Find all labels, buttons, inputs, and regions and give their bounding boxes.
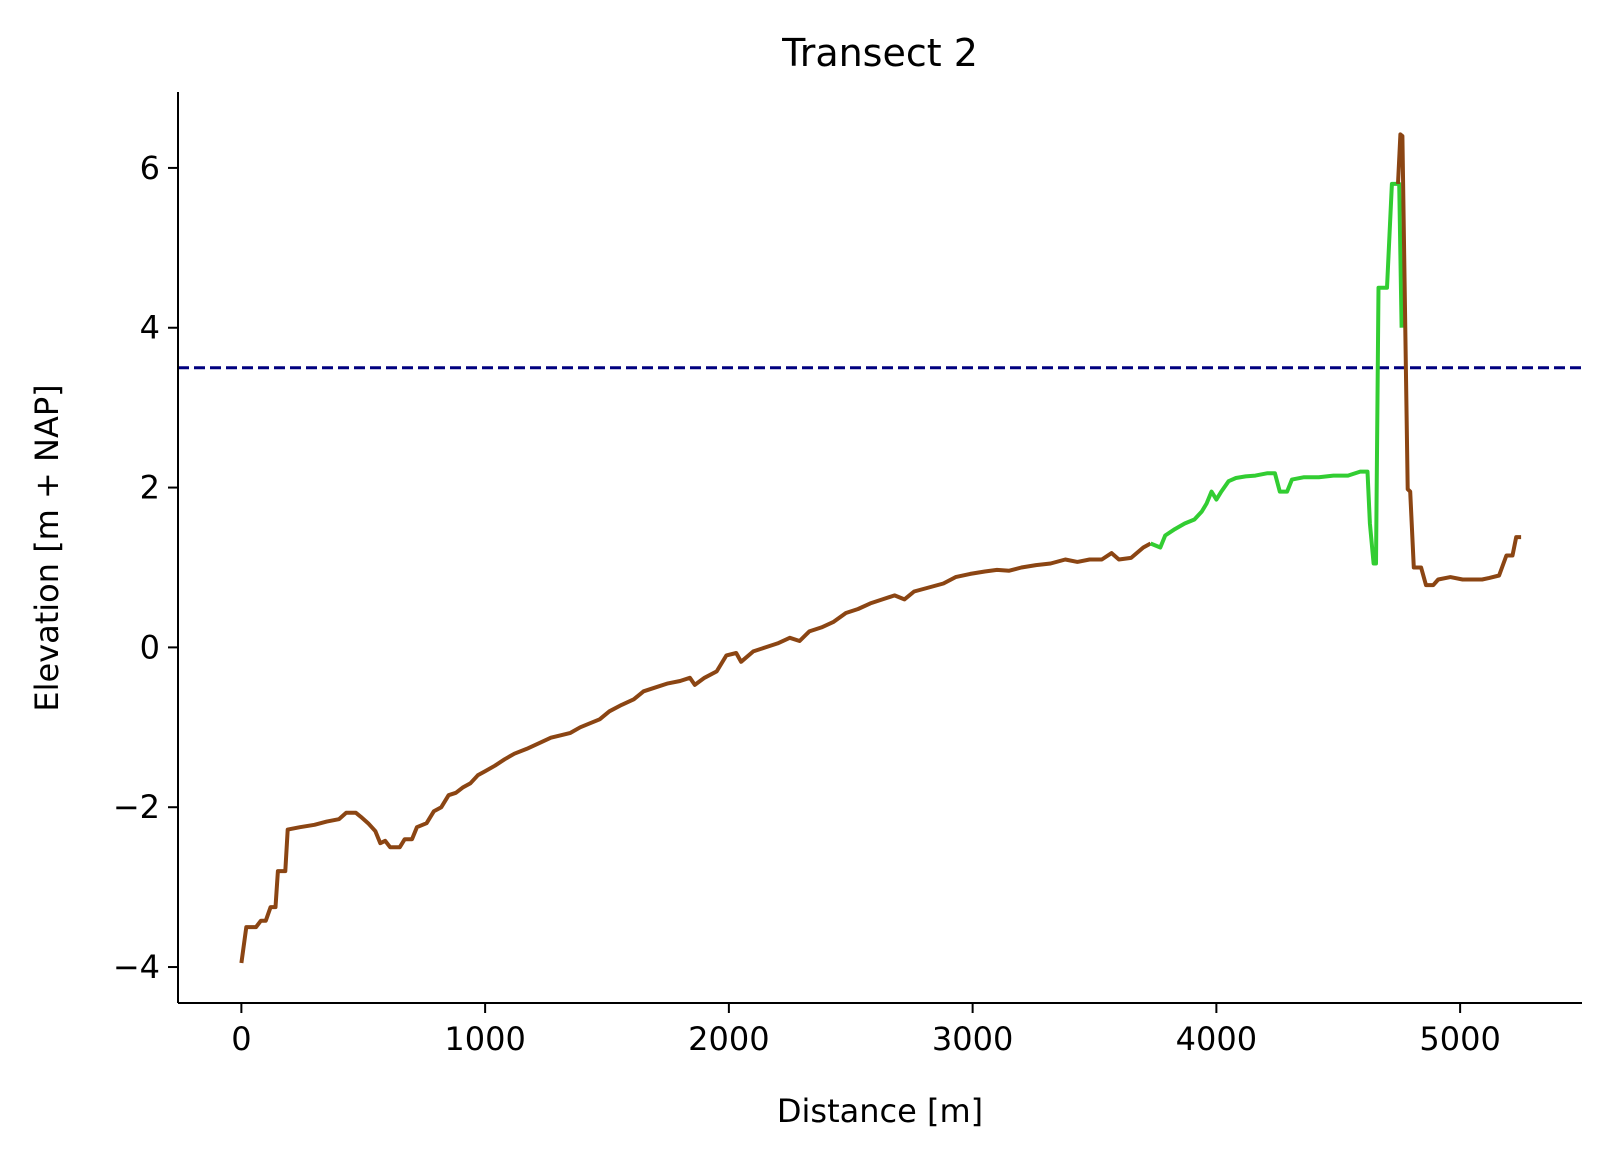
- x-axis-label: Distance [m]: [777, 1092, 983, 1130]
- series-line-2: [1396, 132, 1522, 588]
- x-tick-label: 5000: [1419, 1020, 1500, 1058]
- y-tick-label: −4: [113, 948, 160, 986]
- y-axis-label: Elevation [m + NAP]: [28, 384, 66, 711]
- series-line-1: [1149, 181, 1404, 566]
- y-tick-label: 0: [140, 628, 160, 666]
- chart-title: Transect 2: [781, 31, 978, 75]
- x-tick-label: 0: [231, 1020, 251, 1058]
- x-tick-label: 2000: [688, 1020, 769, 1058]
- y-axis-ticks: −4 −2 0 2 4 6: [113, 149, 178, 986]
- x-tick-label: 4000: [1176, 1020, 1257, 1058]
- x-axis-ticks: 0 1000 2000 3000 4000 5000: [231, 1003, 1501, 1058]
- y-tick-label: −2: [113, 788, 160, 826]
- y-tick-label: 4: [140, 309, 160, 347]
- y-tick-label: 6: [140, 149, 160, 187]
- x-tick-label: 3000: [932, 1020, 1013, 1058]
- series-line-0: [239, 541, 1152, 964]
- x-tick-label: 1000: [444, 1020, 525, 1058]
- plot-area: [178, 132, 1582, 964]
- y-tick-label: 2: [140, 469, 160, 507]
